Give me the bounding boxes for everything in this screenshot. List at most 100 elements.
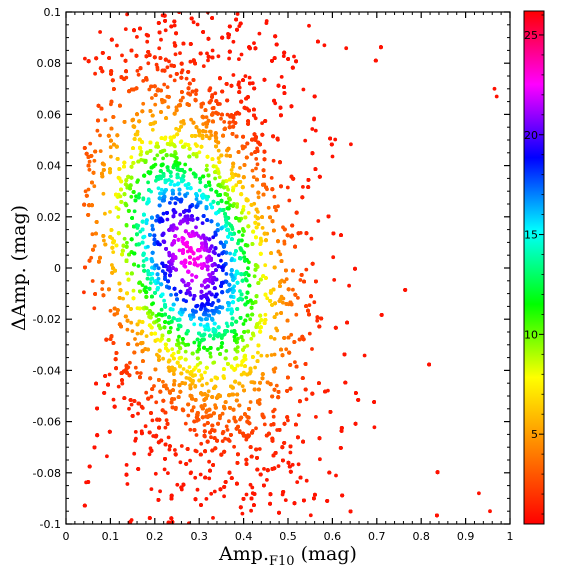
data-point (94, 56, 99, 61)
data-point (285, 415, 290, 419)
data-point (82, 503, 87, 508)
data-point (302, 529, 306, 533)
data-point (113, 4, 117, 8)
data-point (194, 92, 198, 96)
data-point (182, 527, 186, 531)
data-point (171, 388, 175, 392)
data-point (249, 454, 254, 459)
data-point (310, 261, 315, 266)
data-point (95, 433, 100, 438)
data-point (317, 174, 322, 179)
data-point (272, 194, 277, 199)
data-point (107, 56, 111, 60)
data-point (188, 42, 193, 46)
data-point (244, 462, 249, 466)
data-point (115, 43, 119, 48)
data-point (262, 483, 266, 488)
data-point (325, 499, 330, 503)
data-point (265, 380, 270, 385)
data-point (138, 375, 142, 380)
data-point (167, 447, 172, 452)
data-point (220, 35, 225, 40)
data-point (301, 439, 305, 444)
data-point (103, 374, 107, 378)
data-point (106, 133, 111, 138)
data-point (270, 59, 274, 63)
data-point (197, 7, 201, 11)
data-point (239, 415, 244, 420)
data-point (323, 389, 327, 394)
data-point (182, 527, 186, 531)
data-point (226, 35, 231, 40)
data-point (93, 292, 97, 296)
data-point (289, 104, 294, 109)
data-point (301, 87, 306, 92)
data-point (205, 421, 210, 425)
data-point (241, 146, 245, 151)
data-point (131, 87, 136, 92)
data-point (435, 470, 440, 475)
data-point (113, 4, 117, 8)
data-point (307, 331, 312, 336)
data-point (301, 185, 305, 189)
data-point (208, 129, 212, 134)
data-point (224, 527, 228, 531)
data-point (206, 36, 211, 41)
data-point (248, 445, 253, 449)
data-point (224, 527, 228, 531)
data-point (268, 215, 272, 220)
data-point (163, 19, 168, 23)
data-point (271, 367, 276, 372)
data-point (286, 335, 291, 340)
data-point (205, 439, 210, 444)
data-point (354, 391, 358, 395)
data-point (163, 383, 168, 388)
data-point (157, 378, 161, 382)
data-point (199, 105, 204, 109)
data-point (154, 400, 159, 405)
data-point (134, 436, 138, 441)
data-point (285, 318, 290, 323)
data-point (268, 492, 273, 497)
data-point (92, 525, 96, 529)
data-point (94, 220, 99, 224)
data-point (240, 511, 245, 516)
data-point (98, 30, 102, 34)
data-point (249, 152, 254, 156)
data-point (313, 167, 318, 172)
data-point (272, 228, 276, 233)
data-point (90, 203, 94, 208)
data-point (83, 265, 87, 270)
data-point (276, 83, 281, 88)
data-point (290, 65, 295, 70)
data-point (260, 132, 265, 137)
data-point (182, 527, 186, 531)
data-point (182, 527, 186, 531)
data-point (100, 5, 104, 9)
data-point (92, 525, 96, 529)
data-point (178, 51, 182, 55)
data-point (227, 56, 232, 61)
data-point (225, 112, 230, 117)
data-point (296, 435, 300, 440)
data-point (342, 352, 347, 357)
data-point (128, 398, 133, 402)
data-point (331, 231, 336, 236)
data-point (207, 88, 212, 93)
data-point (127, 360, 132, 365)
data-point (334, 473, 338, 478)
data-point (256, 190, 261, 195)
data-point (120, 53, 124, 58)
data-point (195, 8, 199, 12)
data-point (227, 49, 232, 54)
data-point (224, 82, 229, 86)
data-point (302, 529, 306, 533)
data-point (328, 410, 333, 414)
data-point (231, 73, 236, 77)
data-point (153, 367, 158, 372)
data-point (224, 424, 229, 429)
data-point (227, 24, 232, 29)
data-point (195, 22, 200, 27)
data-point (202, 433, 207, 438)
data-point (199, 503, 203, 507)
